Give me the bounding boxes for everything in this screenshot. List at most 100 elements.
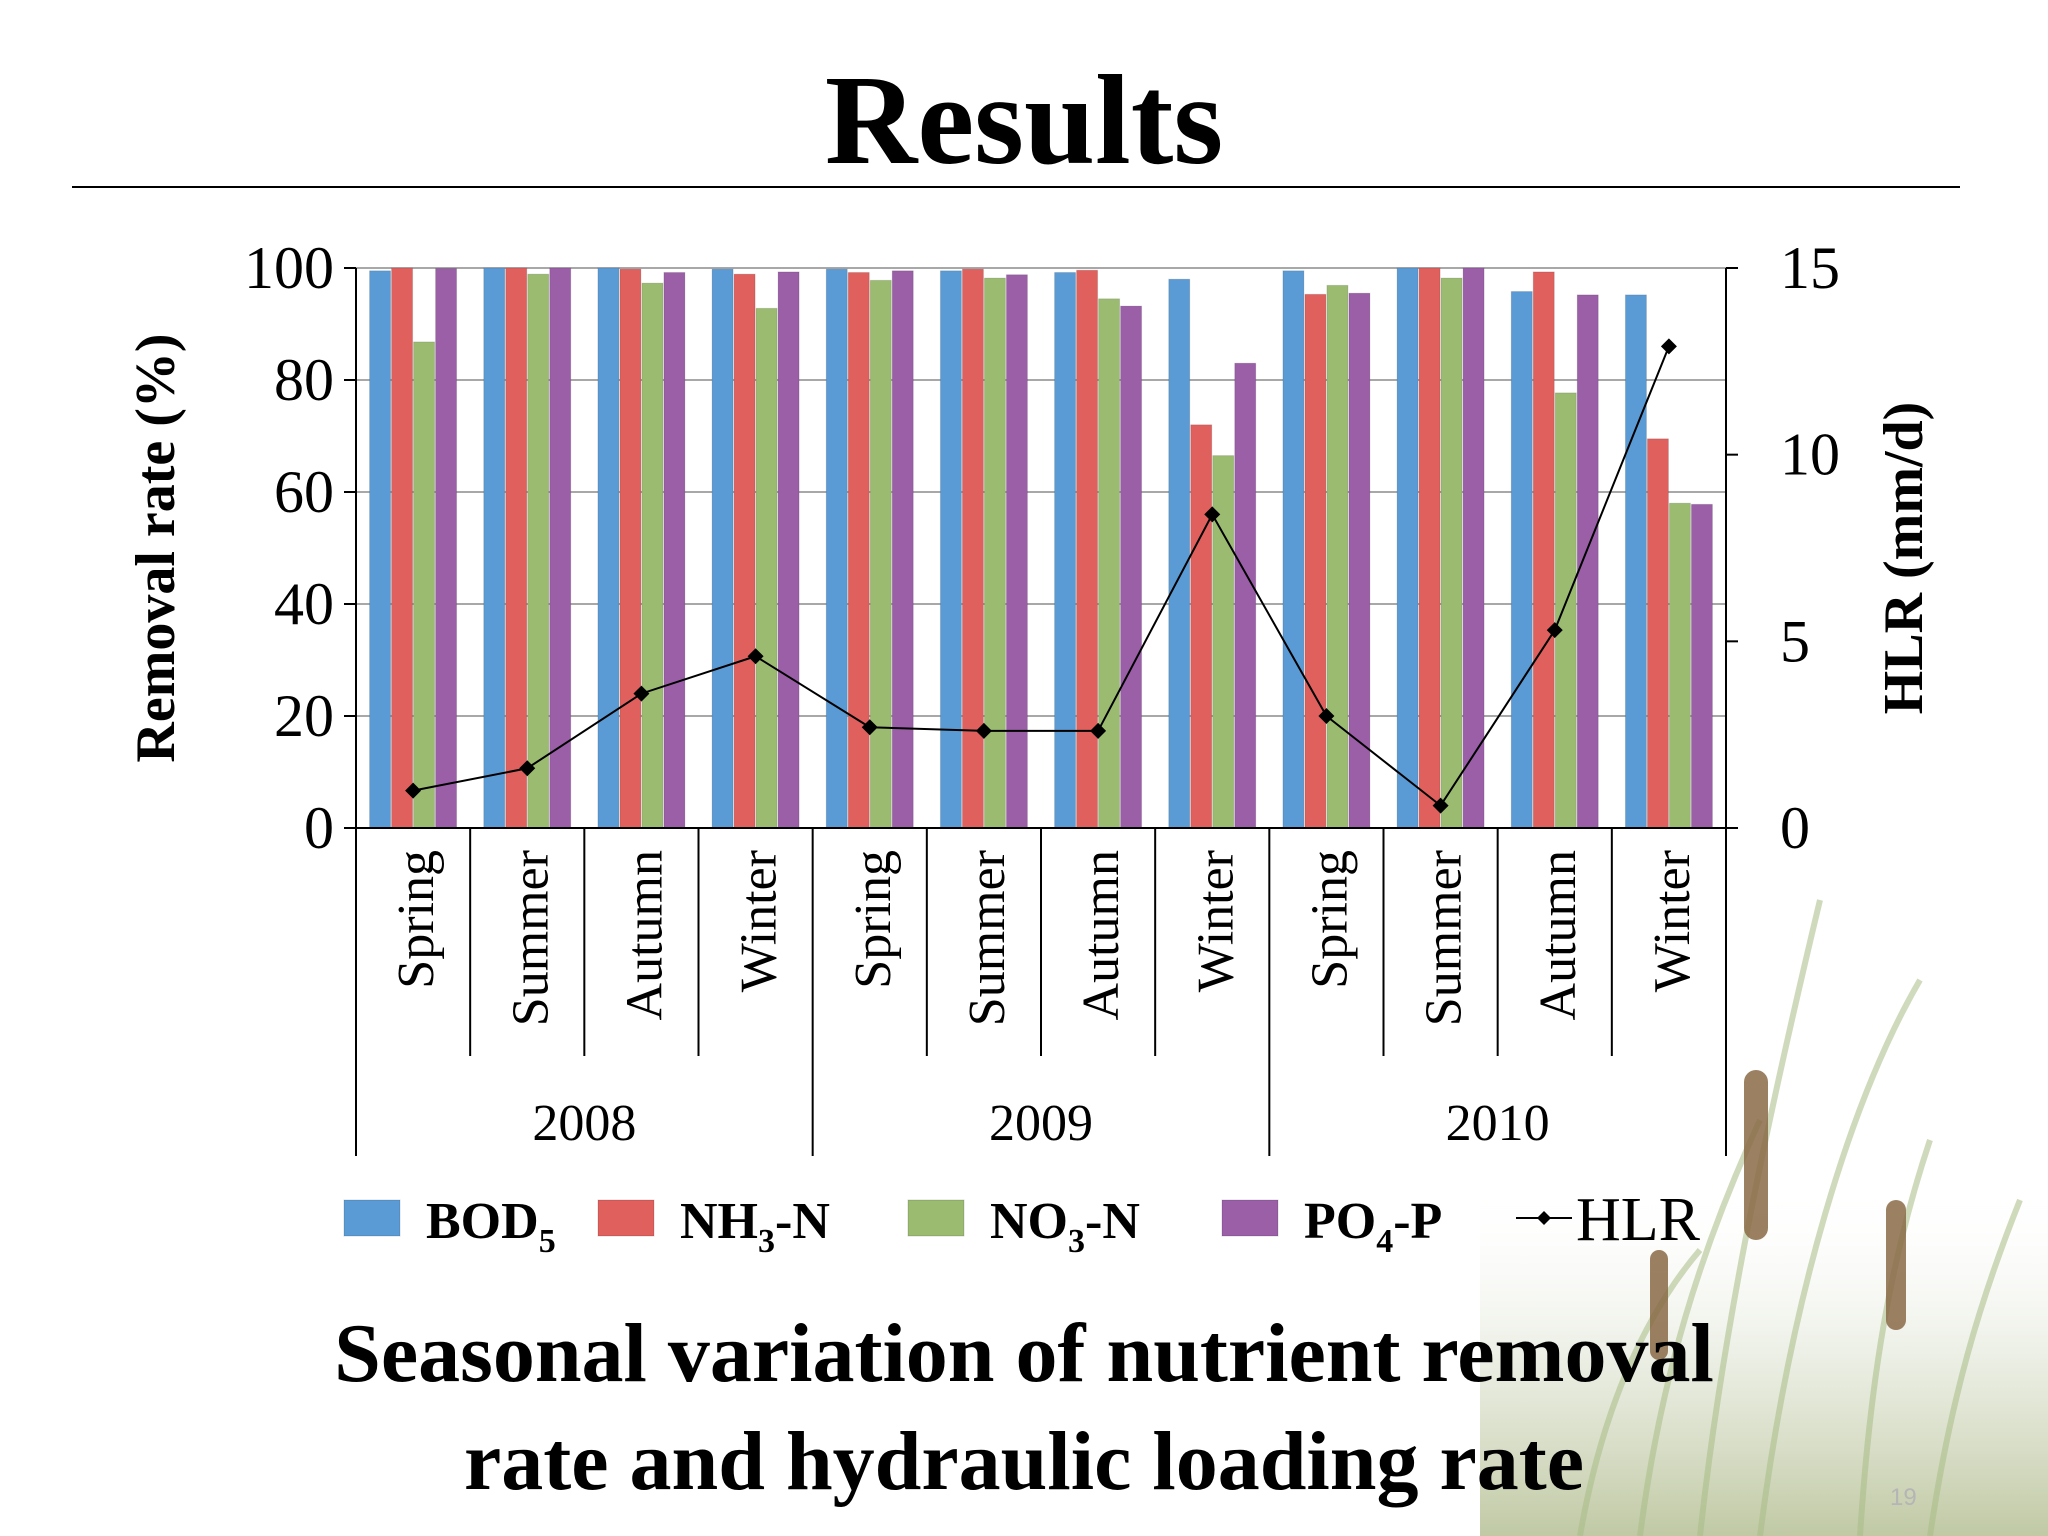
legend-label-name: PO [1304,1193,1376,1250]
y-tick-label: 60 [274,459,334,525]
y2-axis-title: HLR (mm/d) [1873,402,1935,715]
bar-nh [1418,267,1441,829]
bar-bod [1396,267,1419,829]
y-axis-title: Removal rate (%) [125,333,187,762]
y-tick-label: 40 [274,571,334,637]
bar-bod [1054,271,1077,829]
bar-nh [391,267,414,829]
group-label: 2009 [989,1095,1093,1152]
category-label: Winter [1644,850,1701,992]
legend-label-subscript: 5 [539,1223,556,1260]
chart-legend: BOD5 NH3-N NO3-N PO4-P HLR [343,1186,1701,1260]
legend-label-no: NO3-N [990,1193,1140,1260]
legend-label-subscript: 3 [1068,1223,1085,1260]
category-label: Spring [1301,850,1358,989]
y2-tick-label: 10 [1780,422,1840,488]
bar-no [1668,502,1691,829]
y2-tick-label: 15 [1780,235,1840,301]
y-tick-label: 20 [274,683,334,749]
bar-no [641,282,664,829]
hlr-point [519,760,536,777]
legend-label-po: PO4-P [1304,1193,1442,1260]
y2-tick-label: 0 [1780,795,1810,861]
hlr-point [1204,506,1221,523]
bar-bod [1624,294,1647,829]
hlr-point [861,719,878,736]
bar-no [869,279,892,829]
hlr-point [1660,338,1677,355]
bar-po [1234,362,1257,829]
bar-nh [1646,438,1669,829]
category-label: Autumn [1530,850,1587,1020]
bar-bod [825,268,848,829]
title-divider [72,186,1960,188]
chart-labels: 0 20 40 60 80 100 0 5 10 15 Spring Summer Autumn Wint… [125,235,1935,1152]
category-label: Autumn [616,850,673,1020]
bar-no [413,341,436,829]
bar-no [1098,298,1121,829]
bar-bod [369,270,392,829]
chart-gridlines [356,267,1726,717]
bar-no [1326,284,1349,829]
bar-no [755,307,778,829]
hlr-point [975,722,992,739]
legend-label-subscript: 3 [758,1223,775,1260]
bar-nh [505,267,528,829]
hlr-line-series [405,338,1677,814]
hlr-point [1432,797,1449,814]
bar-no [1554,392,1577,829]
legend-label-bod: BOD5 [426,1193,556,1260]
bar-po [777,271,800,829]
y-tick-label: 80 [274,347,334,413]
bar-nh [961,268,984,829]
y2-tick-label: 5 [1780,608,1810,674]
caption-line-2: rate and hydraulic loading rate [463,1415,1584,1508]
category-label: Summer [502,850,559,1026]
legend-swatch-no [907,1199,965,1237]
legend-label-hlr: HLR [1576,1186,1701,1254]
hlr-point [405,782,422,799]
legend-label-name: BOD [426,1193,539,1250]
legend-label-suffix: -P [1393,1193,1442,1250]
bar-nh [1190,424,1213,829]
bar-no [983,277,1006,829]
hlr-point [633,685,650,702]
legend-label-name: NO [990,1193,1068,1250]
bar-nh [619,268,642,829]
bar-nh [847,271,870,829]
category-label: Summer [959,850,1016,1026]
bar-bod [1510,291,1533,829]
y-tick-label: 0 [304,795,334,861]
bar-bod [483,267,506,829]
hlr-point [747,648,764,665]
legend-swatch-nh [597,1199,655,1237]
slide-title: Results [824,49,1224,191]
bar-po [663,271,686,829]
legend-marker-hlr [1537,1211,1551,1225]
bar-po [549,267,572,829]
legend-label-name: NH [680,1193,758,1250]
bar-bod [1282,270,1305,829]
hlr-point [1546,622,1563,639]
category-label: Spring [845,850,902,989]
bar-nh [733,273,756,829]
bar-po [1005,274,1028,829]
category-label: Spring [388,850,445,989]
bar-nh [1304,293,1327,829]
slide-caption: Seasonal variation of nutrient removal r… [0,1300,2048,1516]
bar-po [435,268,458,829]
bar-nh [1532,271,1555,829]
caption-line-1: Seasonal variation of nutrient removal [334,1307,1714,1400]
bar-po [1690,503,1713,829]
y-tick-label: 100 [244,235,334,301]
legend-swatch-po [1221,1199,1279,1237]
bar-no [527,273,550,829]
bar-bod [939,270,962,829]
category-label: Winter [731,850,788,992]
bar-no [1440,277,1463,829]
chart-bars [369,267,1713,829]
legend-label-suffix: -N [775,1193,830,1250]
hlr-point [1090,722,1107,739]
